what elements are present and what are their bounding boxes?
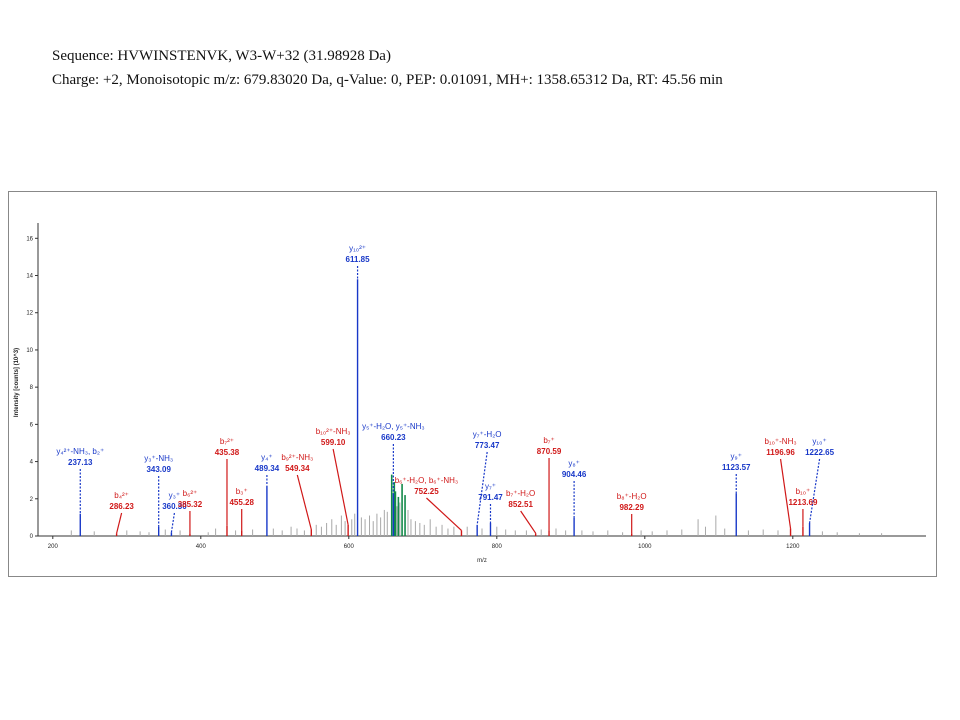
peak-ion-label: y₃⁺-NH₃ <box>144 454 173 463</box>
peak-ion-label: b₇⁺-H₂O <box>506 489 535 498</box>
peak-mz-label: 360.30 <box>162 502 187 511</box>
mass-spectrum-chart: 200 400 600 800 1000 1200 0 2 4 6 8 10 12 14 16 m/z Inte… <box>14 223 926 564</box>
peak-mz-label: 870.59 <box>537 447 562 456</box>
peak-mz-label: 435.38 <box>215 448 240 457</box>
peak-ion-label: b₉²⁺-NH₃ <box>281 453 313 462</box>
label-connector <box>476 451 488 525</box>
peak-ion-label: b₇⁺ <box>543 436 554 445</box>
peak-ion-label: y₃⁺ <box>169 491 180 500</box>
x-tick-label: 1000 <box>638 544 652 550</box>
y-axis-label: Intensity [counts] (10^3) <box>14 348 20 417</box>
peak-ion-label: y₄²⁺-NH₃, b₂⁺ <box>56 447 104 456</box>
x-axis-label: m/z <box>477 558 487 564</box>
peak-ion-label: y₉⁺ <box>731 452 742 461</box>
y-tick-label: 12 <box>26 311 33 317</box>
peak-ion-label: y₅⁺-H₂O, y₅⁺-NH₃ <box>362 422 425 431</box>
peak-mz-label: 1222.65 <box>805 448 834 457</box>
y-tick-label: 8 <box>30 385 34 391</box>
peak-mz-label: 611.85 <box>346 255 371 264</box>
label-connector <box>808 458 821 524</box>
y-tick-label: 6 <box>30 422 34 428</box>
peak-ion-label: y₁₀²⁺ <box>349 244 366 253</box>
y-tick-label: 4 <box>30 460 34 466</box>
peak-mz-label: 489.34 <box>255 464 280 473</box>
peak-ion-label: y₄⁺ <box>261 453 273 462</box>
peak-mz-label: 852.51 <box>508 500 533 509</box>
y-tick-label: 16 <box>26 236 33 242</box>
precursor-peaks <box>390 474 406 536</box>
x-tick-label: 1200 <box>786 544 800 550</box>
x-tick-label: 800 <box>492 544 503 550</box>
y-tick-label: 2 <box>30 497 34 503</box>
peak-ion-label: b₁₀⁺-NH₃ <box>764 437 796 446</box>
label-connector <box>116 512 123 534</box>
peak-ion-label: b₃⁺ <box>236 487 248 496</box>
peak-mz-label: 791.47 <box>478 493 503 502</box>
peak-mz-label: 343.09 <box>146 465 171 474</box>
peak-mz-label: 773.47 <box>475 441 500 450</box>
peak-ion-label: b₁₀²⁺-NH₃ <box>316 427 351 436</box>
label-connector <box>779 458 792 529</box>
x-tick-label: 600 <box>344 544 355 550</box>
peak-labels: y₄²⁺-NH₃, b₂⁺ 237.13 b₄²⁺ 286.23 y₃⁺-NH₃ 343.… <box>56 244 834 512</box>
peak-mz-label: 660.23 <box>381 433 406 442</box>
label-connector <box>520 510 537 534</box>
peak-mz-label: 1123.57 <box>722 463 751 472</box>
label-connector <box>332 448 349 525</box>
peak-ion-label: y₈⁺ <box>568 459 580 468</box>
charge-info-line: Charge: +2, Monoisotopic m/z: 679.83020 … <box>52 72 723 88</box>
sequence-line: Sequence: HVWINSTENVK, W3-W+32 (31.98928… <box>52 48 391 64</box>
peak-mz-label: 1213.69 <box>788 498 817 507</box>
peak-mz-label: 599.10 <box>321 438 346 447</box>
label-connector <box>170 512 176 533</box>
x-tick-label: 200 <box>48 544 59 550</box>
peak-mz-label: 286.23 <box>109 502 134 511</box>
peak-ion-label: b₆²⁺ <box>183 489 198 498</box>
peak-mz-label: 455.28 <box>229 498 254 507</box>
unassigned-peaks <box>70 502 883 536</box>
y-tick-label: 10 <box>26 348 33 354</box>
peak-mz-label: 385.32 <box>178 500 203 509</box>
peak-mz-label: 752.25 <box>414 487 439 496</box>
peak-ion-label: b₆⁺-H₂O, b₆⁺-NH₃ <box>395 476 459 485</box>
axes: 200 400 600 800 1000 1200 0 2 4 6 8 10 12 14 16 m/z Inte… <box>14 223 926 564</box>
peak-ion-label: y₁₀⁺ <box>812 437 826 446</box>
annotated-peaks <box>79 266 821 536</box>
x-tick-label: 400 <box>196 544 207 550</box>
peak-ion-label: y₇⁺-H₂O <box>473 430 502 439</box>
label-connector <box>426 497 462 531</box>
peak-ion-label: b₇²⁺ <box>220 437 234 446</box>
peak-ion-label: y₇⁺ <box>485 482 496 491</box>
peak-mz-label: 904.46 <box>562 470 587 479</box>
peak-ion-label: b₄²⁺ <box>114 491 129 500</box>
peak-mz-label: 1196.96 <box>766 448 795 457</box>
peak-mz-label: 982.29 <box>619 503 644 512</box>
peak-mz-label: 549.34 <box>285 464 310 473</box>
y-tick-label: 0 <box>30 534 34 540</box>
peak-mz-label: 237.13 <box>68 458 93 467</box>
plot-frame <box>8 191 937 577</box>
y-tick-label: 14 <box>26 274 33 280</box>
label-connector <box>296 474 312 530</box>
peak-ion-label: b₁₀⁺ <box>796 487 811 496</box>
peak-ion-label: b₈⁺-H₂O <box>617 492 647 501</box>
